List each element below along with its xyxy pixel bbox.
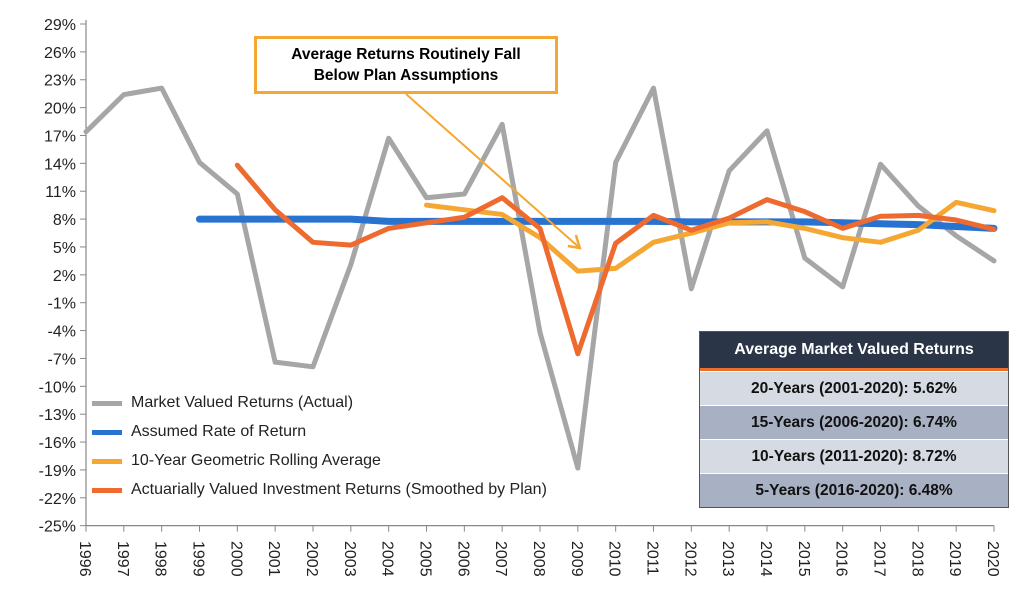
x-tick-label: 2006 <box>454 541 471 577</box>
table-row: 10-Years (2011-2020): 8.72% <box>700 439 1008 473</box>
legend-swatch <box>92 429 122 435</box>
x-tick-label: 2019 <box>946 541 963 577</box>
y-tick-label: 11% <box>45 184 76 201</box>
x-tick-label: 2004 <box>379 541 396 577</box>
x-tick-label: 2012 <box>681 541 698 577</box>
legend-item: Actuarially Valued Investment Returns (S… <box>92 481 547 499</box>
y-tick-label: -16% <box>39 435 76 452</box>
y-tick-label: 29% <box>44 17 76 34</box>
x-tick-label: 1996 <box>76 541 93 577</box>
y-tick-label: -7% <box>48 351 76 368</box>
average-returns-table: Average Market Valued Returns 20-Years (… <box>699 331 1009 508</box>
x-tick-label: 2000 <box>227 541 244 577</box>
legend-label: 10-Year Geometric Rolling Average <box>131 452 381 469</box>
table-row: 15-Years (2006-2020): 6.74% <box>700 405 1008 439</box>
x-tick-label: 2018 <box>908 541 925 577</box>
x-tick-label: 2007 <box>492 541 509 577</box>
y-tick-label: 14% <box>44 156 76 173</box>
annotation-line1: Average Returns Routinely Fall <box>291 46 521 63</box>
table-row: 20-Years (2001-2020): 5.62% <box>700 371 1008 405</box>
y-tick-label: 26% <box>44 45 76 62</box>
x-tick-label: 2016 <box>833 541 850 577</box>
legend-label: Market Valued Returns (Actual) <box>131 394 354 411</box>
y-tick-label: 2% <box>53 268 76 285</box>
y-tick-label: -19% <box>39 463 76 480</box>
y-tick-label: 20% <box>44 101 76 118</box>
annotation-box: Average Returns Routinely Fall Below Pla… <box>254 36 558 94</box>
x-tick-label: 2005 <box>417 541 434 577</box>
y-tick-label: 5% <box>53 240 76 257</box>
x-tick-label: 2010 <box>606 541 623 577</box>
y-tick-label: -10% <box>39 379 76 396</box>
x-tick-label: 2003 <box>341 541 358 577</box>
x-tick-label: 2009 <box>568 541 585 577</box>
table-row: 5-Years (2016-2020): 6.48% <box>700 473 1008 507</box>
y-tick-label: 8% <box>53 212 76 229</box>
series-line-2 <box>424 199 997 274</box>
y-tick-label: -25% <box>39 519 76 536</box>
x-tick-label: 1997 <box>114 541 131 577</box>
legend-swatch <box>92 458 122 464</box>
y-tick-label: 17% <box>44 128 76 145</box>
legend-swatch <box>92 400 122 406</box>
legend-swatch <box>92 487 122 493</box>
x-tick-label: 2001 <box>265 541 282 577</box>
y-tick-label: -22% <box>39 491 76 508</box>
arrow-head-icon <box>567 234 582 250</box>
x-tick-label: 2015 <box>795 541 812 577</box>
x-tick-label: 2011 <box>644 541 661 576</box>
table-title: Average Market Valued Returns <box>700 332 1008 371</box>
legend-label: Assumed Rate of Return <box>131 423 307 440</box>
y-tick-label: -13% <box>39 407 76 424</box>
x-tick-label: 2017 <box>871 541 888 577</box>
legend-label: Actuarially Valued Investment Returns (S… <box>131 481 547 498</box>
y-tick-label: 23% <box>44 73 76 90</box>
annotation-arrow <box>405 93 581 249</box>
x-tick-label: 2008 <box>530 541 547 577</box>
x-tick-label: 2013 <box>719 541 736 577</box>
x-tick-label: 2014 <box>757 541 774 577</box>
legend-item: Assumed Rate of Return <box>92 423 306 441</box>
x-tick-label: 2002 <box>303 541 320 577</box>
x-tick-label: 1999 <box>190 541 207 577</box>
annotation-line2: Below Plan Assumptions <box>313 67 499 84</box>
legend-item: Market Valued Returns (Actual) <box>92 394 353 412</box>
legend-item: 10-Year Geometric Rolling Average <box>92 452 381 470</box>
x-tick-label: 1998 <box>152 541 169 577</box>
y-tick-label: -1% <box>48 296 76 313</box>
x-tick-label: 2020 <box>984 541 1001 577</box>
y-tick-label: -4% <box>48 324 76 341</box>
